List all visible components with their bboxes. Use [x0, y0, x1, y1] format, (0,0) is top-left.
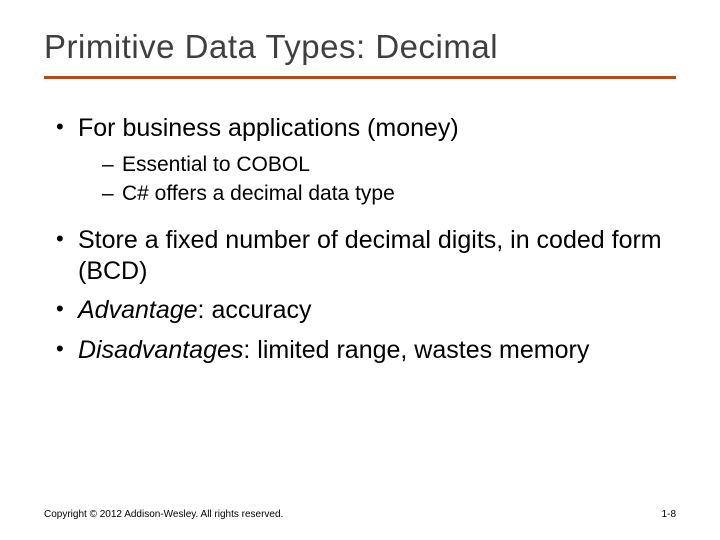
- sub-bullet-group: Essential to COBOL C# offers a decimal d…: [54, 152, 666, 207]
- sub-bullet-item: C# offers a decimal data type: [54, 181, 666, 207]
- bullet-item: Store a fixed number of decimal digits, …: [54, 225, 666, 288]
- sub-bullet-item: Essential to COBOL: [54, 152, 666, 178]
- title-rule: [44, 76, 676, 79]
- slide: Primitive Data Types: Decimal For busine…: [0, 0, 720, 540]
- bullet-label: Disadvantages: [78, 336, 243, 364]
- bullet-item: For business applications (money): [54, 113, 666, 144]
- bullet-item: Disadvantages: limited range, wastes mem…: [54, 335, 666, 366]
- page-number: 1-8: [662, 509, 676, 520]
- bullet-rest: : limited range, wastes memory: [243, 336, 589, 364]
- bullet-rest: : accuracy: [198, 296, 312, 324]
- bullet-label: Advantage: [78, 296, 198, 324]
- slide-content: For business applications (money) Essent…: [44, 113, 676, 366]
- copyright-text: Copyright © 2012 Addison-Wesley. All rig…: [44, 509, 283, 520]
- bullet-item: Advantage: accuracy: [54, 295, 666, 326]
- slide-title: Primitive Data Types: Decimal: [44, 28, 676, 66]
- slide-footer: Copyright © 2012 Addison-Wesley. All rig…: [44, 509, 676, 520]
